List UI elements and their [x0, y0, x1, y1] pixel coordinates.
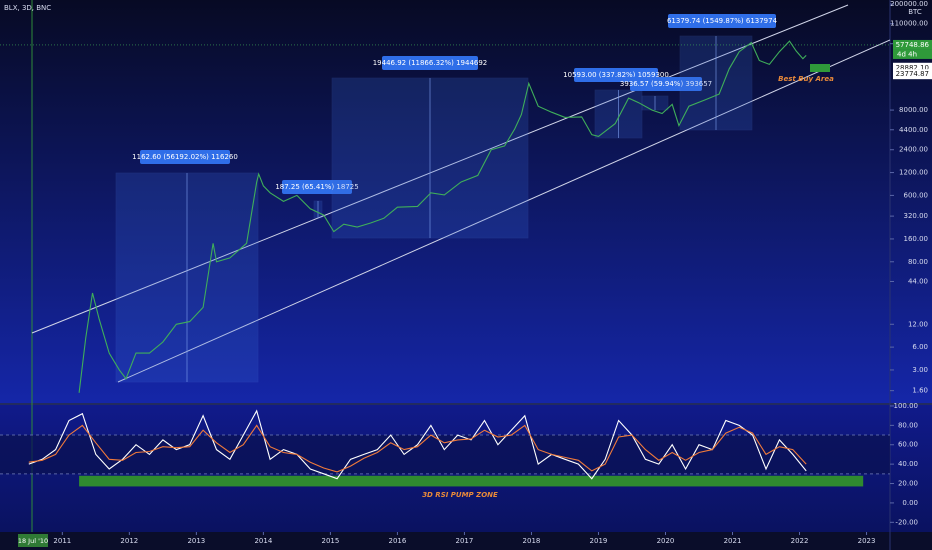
x-tick-label: 2013 — [187, 537, 205, 545]
measure-label: 3936.57 (59.94%) 393657 — [620, 80, 712, 88]
x-tick-label: 2014 — [254, 537, 272, 545]
countdown: 4d 4h — [897, 50, 917, 58]
y-tick-label: -20.00 — [895, 518, 918, 526]
measure-label: 10593.00 (337.82%) 1059300 — [563, 71, 669, 79]
y-tick-label: 1200.00 — [899, 169, 928, 177]
measure-label-bg — [382, 56, 478, 70]
y-tick-label: 3.00 — [912, 366, 928, 374]
start-tag — [18, 534, 48, 547]
x-tick-label: 2017 — [456, 537, 474, 545]
y-tick-label: 4400.00 — [899, 126, 928, 134]
chart-title: BLX, 3D, BNC — [4, 4, 51, 12]
x-tick-label: 2021 — [724, 537, 742, 545]
series-line — [78, 40, 807, 393]
measure-label-bg — [282, 180, 352, 194]
y-tick-label: 160.00 — [904, 235, 929, 243]
x-tick-label: 2020 — [657, 537, 675, 545]
y-tick-label: 20.00 — [898, 480, 918, 488]
y-tick-label: 80.00 — [898, 421, 918, 429]
y-tick-label: 2400.00 — [899, 146, 928, 154]
start-label: 18 Jul '10 — [18, 537, 48, 545]
measure-label-bg — [630, 77, 702, 91]
x-tick-label: 2016 — [389, 537, 407, 545]
countdown-bg — [893, 49, 932, 59]
y-tick-label: 100.00 — [894, 402, 919, 410]
x-tick-label: 2019 — [590, 537, 608, 545]
channel-upper — [31, 4, 849, 334]
measure-label: 187.25 (65.41%) 18725 — [275, 183, 358, 191]
series-line — [28, 409, 807, 480]
x-tick-label: 2015 — [321, 537, 339, 545]
y-tick-label: 80.00 — [908, 258, 928, 266]
x-tick-label: 2018 — [523, 537, 541, 545]
measure-label: 61379.74 (1549.87%) 6137974 — [667, 17, 778, 25]
y-tick-label: 0.00 — [902, 499, 918, 507]
measure-label-bg — [668, 14, 776, 28]
measure-label-bg — [140, 150, 230, 164]
y-tick-label: 320.00 — [904, 212, 929, 220]
price-tag — [893, 39, 932, 50]
pump-zone — [79, 475, 864, 487]
y-tick-label: 8000.00 — [899, 106, 928, 114]
x-tick-label: 2011 — [53, 537, 71, 545]
time-axis — [0, 532, 932, 550]
x-tick-label: 2023 — [858, 537, 876, 545]
series-line — [28, 424, 807, 473]
x-tick-label: 2012 — [120, 537, 138, 545]
price-tag-label: 28882.10 — [896, 64, 929, 72]
y-tick-label: 44.00 — [908, 277, 928, 285]
zone-label: 3D RSI PUMP ZONE — [422, 491, 498, 499]
price-tag-label: 57748.86 — [896, 41, 930, 49]
y-tick-label: 40.00 — [898, 460, 918, 468]
y-tick-label: 12.00 — [908, 320, 928, 328]
y-tick-label: 60.00 — [898, 441, 918, 449]
price-tag-label: 23774.87 — [896, 70, 929, 78]
buy-area — [810, 64, 830, 72]
rsi-band — [0, 435, 890, 474]
y-tick-label: 1.60 — [912, 387, 928, 395]
currency: BTC — [908, 8, 922, 16]
y-tick-label: 6.00 — [912, 343, 928, 351]
measure-label: 1162.60 (56192.02%) 116260 — [132, 153, 238, 161]
x-tick-label: 2022 — [791, 537, 809, 545]
price-tag — [893, 62, 932, 73]
y-tick-label: 110000.00 — [890, 20, 928, 28]
y-tick-label: 600.00 — [904, 191, 929, 199]
channel-lower — [117, 39, 891, 383]
measure-label: 19446.92 (11866.32%) 1944692 — [373, 59, 488, 67]
y-tick-label: 200000.00 — [890, 0, 928, 8]
buy-label: Best Buy Area — [778, 75, 834, 83]
price-tag — [893, 69, 932, 80]
